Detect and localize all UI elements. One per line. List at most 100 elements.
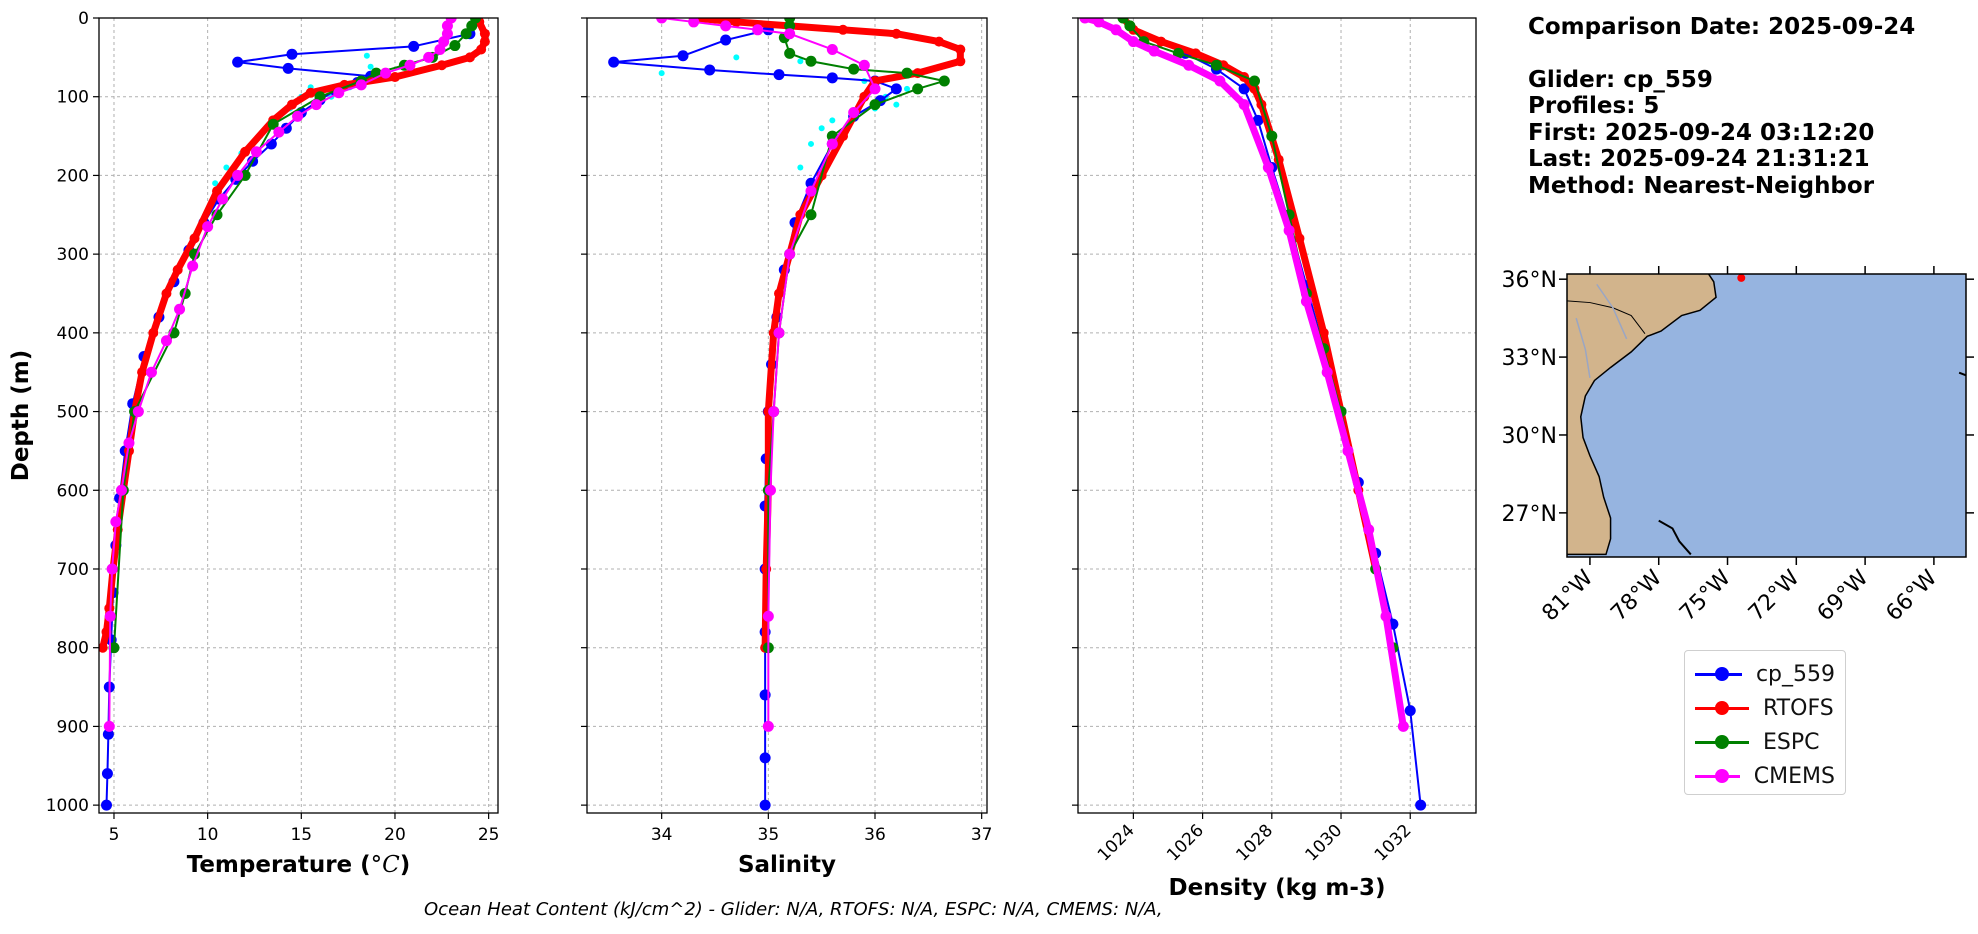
data-point-RTOFS [934,36,944,47]
data-point-CMEMS [784,248,796,260]
data-point-glider-raw [797,164,804,171]
y-tick-label: 400 [57,324,89,344]
y-tick-label: 500 [57,403,89,423]
data-point-CMEMS [1214,75,1226,87]
panel-2: 34 35 36 37 Salinity [581,17,992,878]
series-line-cp_559 [612,28,898,807]
data-point-cp_559 [704,64,716,76]
data-point-CMEMS [656,18,668,24]
x-tick-label: 5 [109,825,120,845]
comparison-date: Comparison Date: 2025-09-24 [1528,14,1916,40]
data-point-CMEMS [768,406,780,418]
data-point-ESPC [805,55,817,67]
data-point-cp_559 [1415,799,1427,811]
data-point-cp_559 [677,50,689,62]
data-point-CMEMS [1363,524,1375,536]
data-point-ESPC [460,28,472,40]
data-point-cp_559 [282,62,294,74]
data-point-cp_559 [408,40,420,52]
data-point-glider-raw [797,58,804,65]
data-point-RTOFS [172,264,183,275]
data-point-RTOFS [476,44,487,55]
data-point-CMEMS [1110,24,1122,36]
data-point-ESPC [901,67,913,79]
data-point-CMEMS [1262,162,1274,174]
data-point-CMEMS [103,720,115,732]
x-axis-label: Temperature (°C) [187,852,411,878]
data-point-CMEMS [1321,366,1333,378]
x-tick-label: 1030 [1302,821,1347,866]
lon-label: 81°W [1538,565,1599,626]
lat-label: 33°N [1502,346,1557,371]
panel-1: 0 100 200 300 400 500 600 700 800 900 1000 5 10 15 20 2… [8,9,499,878]
y-tick-label: 300 [57,245,89,265]
data-point-RTOFS [1190,48,1201,59]
data-point-CMEMS [1079,18,1091,24]
data-point-CMEMS [762,720,774,732]
series-group [99,18,490,811]
data-point-CMEMS [380,67,392,79]
bahamas [1658,519,1692,556]
data-point-RTOFS [240,146,251,157]
data-point-CMEMS [106,563,118,575]
data-point-RTOFS [286,99,297,110]
data-point-ESPC [1249,75,1261,87]
data-point-glider-raw [893,101,900,108]
data-point-CMEMS [404,59,416,71]
series-line-CMEMS [1081,18,1407,730]
legend-label: cp_559 [1755,661,1835,687]
lon-label: 66°W [1882,565,1943,626]
data-point-ESPC [805,209,817,221]
data-point-CMEMS [187,260,199,272]
x-tick-label: 1028 [1232,821,1277,866]
legend-label: ESPC [1763,729,1820,755]
data-point-RTOFS [99,642,108,653]
axes-frame [586,17,988,814]
data-point-RTOFS [1318,327,1329,338]
data-point-RTOFS [479,36,490,47]
data-point-RTOFS [212,186,223,197]
data-point-RTOFS [774,288,784,299]
data-point-RTOFS [1156,36,1167,47]
legend-swatch [1695,766,1740,786]
y-tick-label: 600 [57,481,89,501]
y-tick-label: 1000 [46,796,89,816]
data-point-CMEMS [132,406,144,418]
data-point-CMEMS [273,126,285,138]
data-point-CMEMS [1380,610,1392,622]
x-axis-label: Salinity [738,852,836,878]
series-group [608,18,966,811]
data-point-cp_559 [101,768,113,780]
legend-label: RTOFS [1763,695,1834,721]
legend-label: CMEMS [1753,763,1835,789]
series-group [1079,18,1427,811]
first-time: First: 2025-09-24 03:12:20 [1528,119,1875,146]
data-point-CMEMS [145,366,157,378]
data-point-glider-raw [904,85,910,92]
data-point-CMEMS [310,99,322,111]
data-point-CMEMS [1283,225,1295,237]
data-point-ESPC [938,75,950,87]
data-point-CMEMS [720,20,732,32]
data-point-glider-raw [223,164,230,171]
method: Method: Nearest-Neighbor [1528,172,1875,199]
data-point-CMEMS [762,610,774,622]
legend-item-espc: ESPC [1695,725,1835,759]
data-point-CMEMS [848,106,860,118]
x-tick-label: 25 [478,825,500,845]
land [1567,274,1717,556]
y-tick-label: 800 [57,639,89,659]
data-point-cp_559 [608,56,620,68]
data-point-ESPC [912,83,924,95]
axes-frame [98,17,499,814]
lon-label: 78°W [1606,565,1667,626]
river [1575,317,1591,378]
data-point-CMEMS [1238,99,1250,111]
data-point-RTOFS [161,288,172,299]
unit-degree: °C [371,852,401,878]
x-tick-label: 1032 [1371,821,1416,866]
data-point-CMEMS [764,484,776,496]
series-line-cp_559 [105,32,471,807]
glider-name: Glider: cp_559 [1528,66,1713,93]
